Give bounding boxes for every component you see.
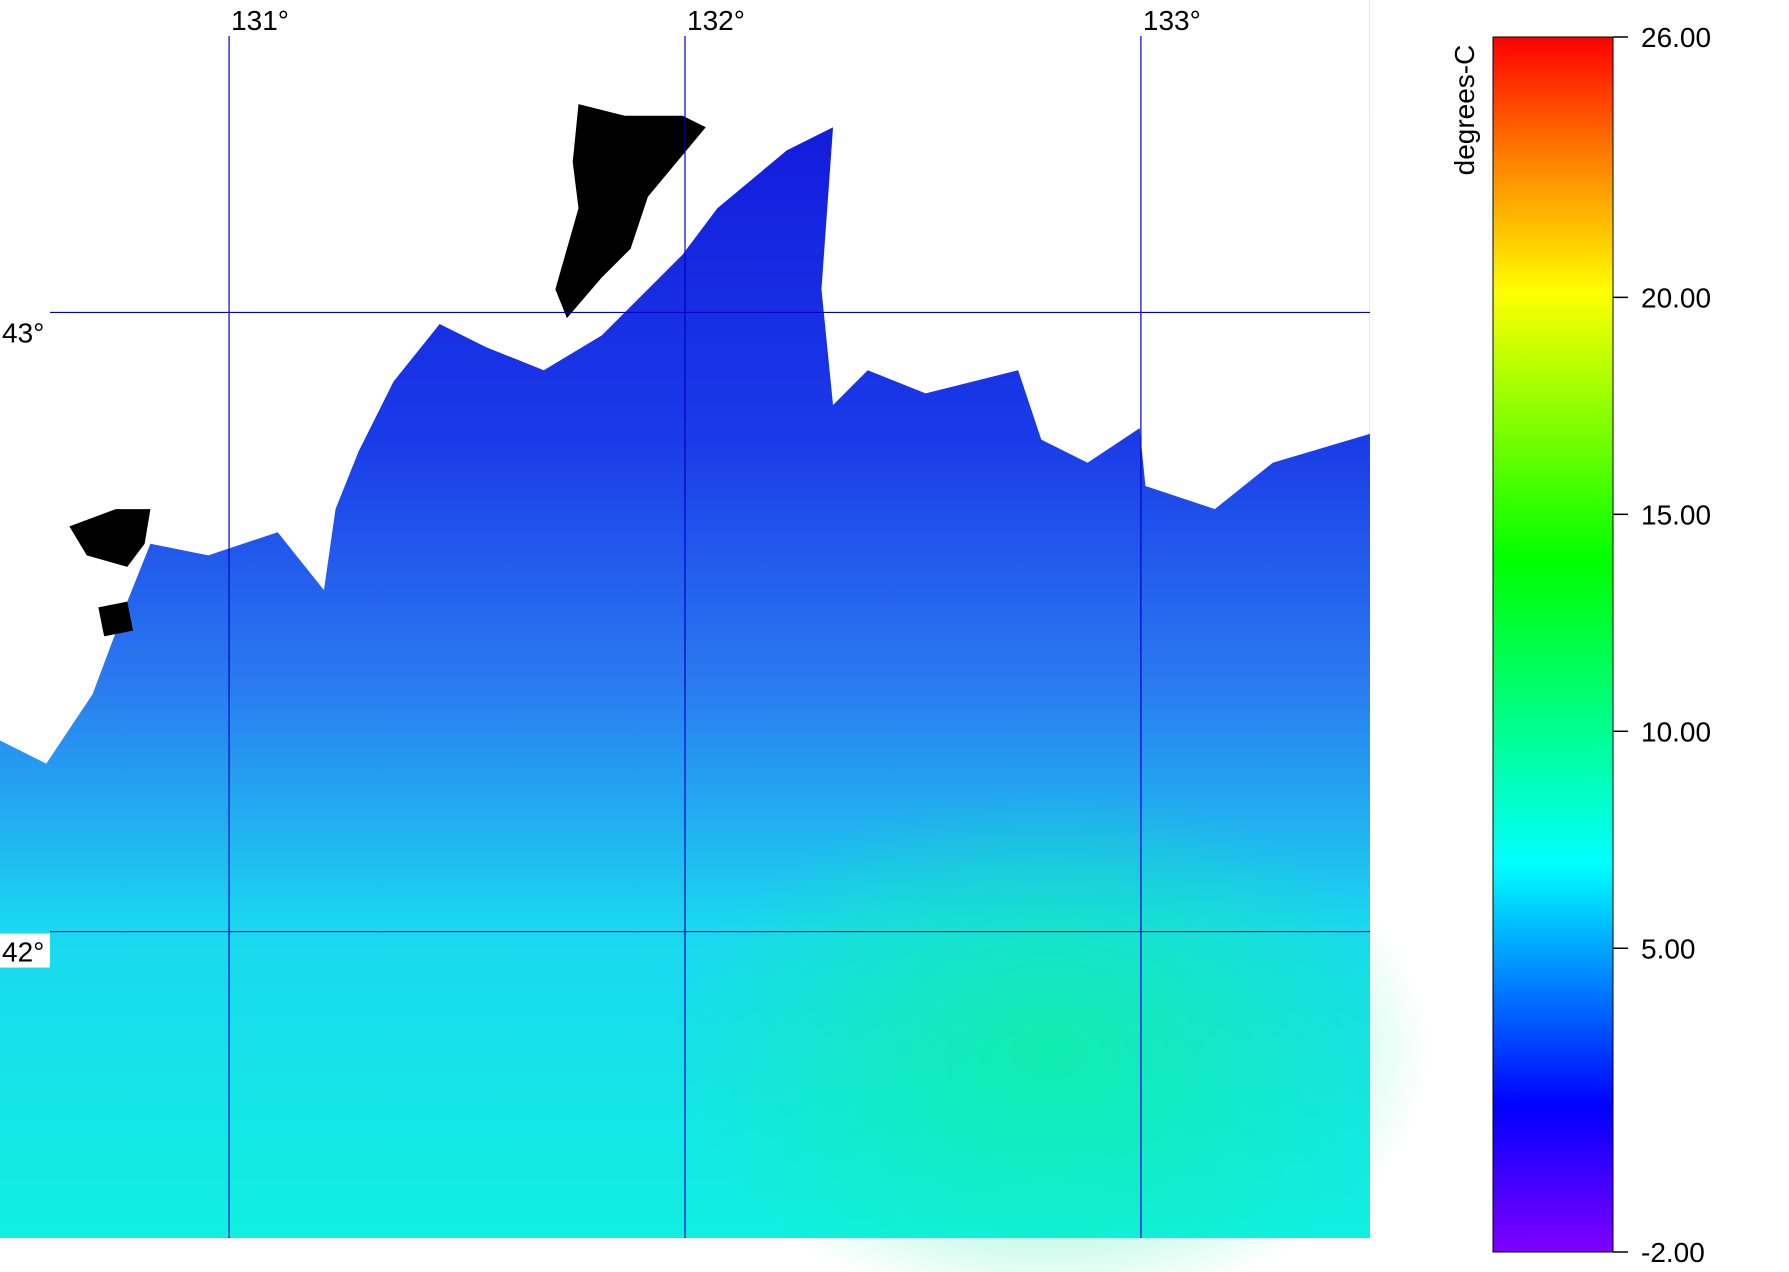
colorbar-tick-label: 20.00 <box>1641 282 1711 313</box>
lon-label: 133° <box>1143 5 1201 36</box>
lake <box>555 104 706 319</box>
colorbar-tick-label: 26.00 <box>1641 22 1711 53</box>
colorbar-label: degrees-C <box>1449 45 1480 176</box>
colorbar-tick-label: 5.00 <box>1641 933 1696 964</box>
coast <box>0 0 1370 764</box>
lat-label: 42° <box>2 937 44 968</box>
colorbar-tick-label: 15.00 <box>1641 499 1711 530</box>
land <box>0 0 1370 764</box>
lat-label-bg <box>0 314 50 349</box>
lake <box>98 601 134 637</box>
map <box>0 0 1430 1272</box>
lon-label: 131° <box>231 5 289 36</box>
lon-label: 132° <box>687 5 745 36</box>
warm-water <box>670 790 1430 1272</box>
colorbar <box>1492 36 1614 1253</box>
lat-label: 43° <box>2 317 44 348</box>
colorbar-tick-label: -2.00 <box>1641 1237 1705 1268</box>
colorbar-tick-label: 10.00 <box>1641 716 1711 747</box>
lake <box>69 509 151 567</box>
lat-label-bg <box>0 933 50 968</box>
